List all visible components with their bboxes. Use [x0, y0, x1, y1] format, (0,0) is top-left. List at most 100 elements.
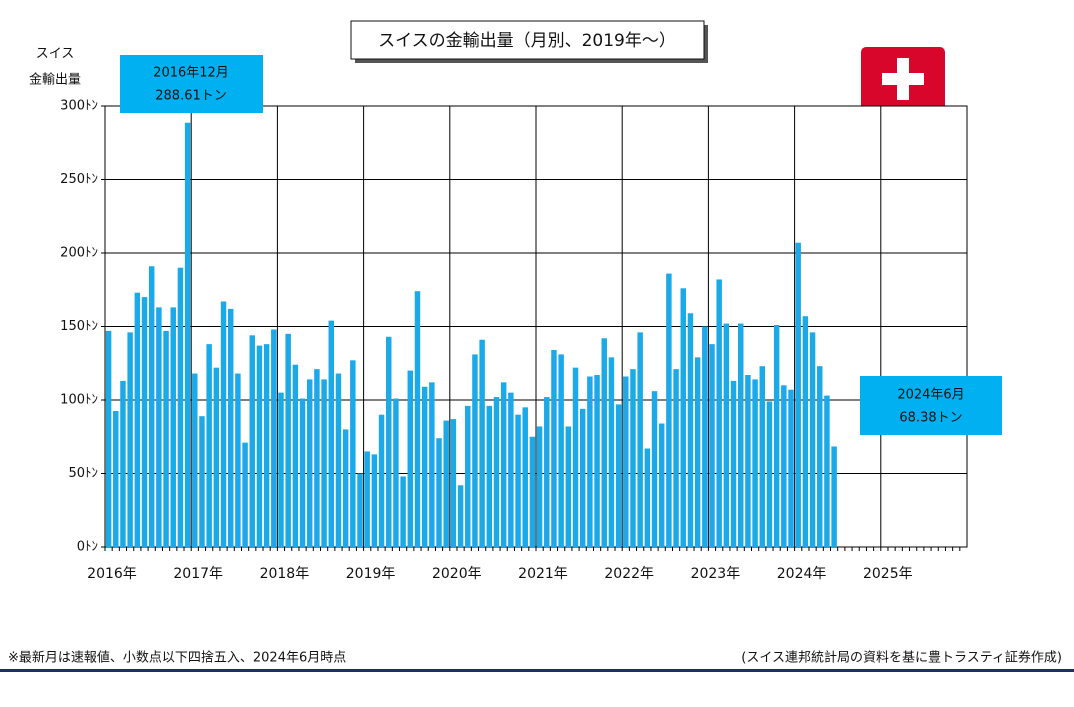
bar [544, 397, 550, 547]
bar [335, 373, 342, 547]
bar [314, 369, 320, 547]
y-tick-label: 150ﾄﾝ [60, 319, 98, 334]
bar [472, 354, 478, 547]
bar [651, 391, 658, 547]
bar [199, 416, 205, 547]
bar [328, 320, 335, 547]
annotation: 288.61トン [155, 89, 227, 104]
bar [687, 313, 694, 547]
bar [271, 329, 277, 547]
bar [565, 426, 572, 547]
bar [350, 360, 356, 547]
x-tick-label: 2017年 [173, 566, 223, 582]
bar [156, 307, 162, 547]
bar [163, 330, 169, 547]
bar [141, 297, 148, 547]
bar [213, 367, 220, 547]
bar [508, 392, 514, 547]
bar [414, 291, 421, 547]
bar [105, 330, 112, 547]
bar [766, 401, 773, 547]
bar [637, 332, 643, 547]
annotation: 2024年6月 [897, 388, 964, 403]
bar [227, 308, 234, 547]
bar [235, 373, 241, 547]
bar [457, 485, 464, 547]
bar [306, 379, 313, 547]
bar [773, 325, 780, 547]
bar [745, 375, 751, 547]
bar [795, 242, 801, 547]
y-tick-label: 200ﾄﾝ [60, 246, 98, 261]
bar [709, 344, 715, 547]
bar [666, 273, 672, 547]
bar [386, 336, 392, 547]
y-tick-label: 100ﾄﾝ [60, 393, 98, 408]
bar [601, 338, 607, 547]
bar [630, 369, 636, 547]
bar [443, 420, 449, 547]
bar [486, 405, 493, 547]
bar [400, 476, 406, 547]
bar [723, 323, 730, 547]
bar [436, 438, 442, 547]
bar [730, 380, 737, 547]
y-axis-label: 金輸出量 [29, 72, 81, 88]
y-tick-label: 250ﾄﾝ [60, 172, 98, 187]
footer-rule [0, 669, 1074, 672]
bar [371, 454, 378, 547]
bar [378, 414, 385, 547]
footnote: ※最新月は速報値、小数点以下四捨五入、2024年6月時点 [8, 650, 346, 666]
bar [809, 332, 816, 547]
title-box [350, 20, 705, 60]
annotation: 2016年12月 [153, 66, 229, 81]
bar [716, 279, 722, 547]
bar [702, 326, 708, 547]
bar [170, 307, 176, 547]
bar [759, 366, 766, 547]
bar [594, 375, 600, 547]
y-tick-label: 0ﾄﾝ [77, 540, 98, 555]
x-tick-label: 2023年 [691, 566, 741, 582]
y-axis-label: スイス [36, 47, 75, 62]
bar [623, 376, 629, 547]
bar [292, 364, 299, 547]
bar [500, 382, 507, 547]
bar [429, 382, 435, 547]
bar [551, 350, 557, 547]
bar [515, 414, 521, 547]
bar [134, 292, 141, 547]
bar [737, 323, 744, 547]
bar [357, 473, 363, 547]
x-tick-label: 2022年 [604, 566, 654, 582]
bar [831, 446, 837, 547]
bar [249, 335, 255, 547]
x-tick-label: 2020年 [432, 566, 482, 582]
x-tick-label: 2019年 [346, 566, 396, 582]
x-tick-label: 2018年 [260, 566, 310, 582]
bar [493, 397, 500, 547]
bar [644, 448, 651, 547]
bar [781, 385, 787, 547]
bar [364, 451, 370, 547]
bar [536, 426, 543, 547]
bar [393, 398, 399, 547]
bar [127, 332, 133, 547]
bar [608, 357, 615, 547]
bar [285, 333, 291, 547]
bar [299, 398, 306, 547]
bar [407, 370, 414, 547]
bar [278, 392, 284, 547]
bar [615, 404, 622, 547]
bar [256, 345, 263, 547]
y-tick-label: 50ﾄﾝ [68, 466, 98, 481]
bar [752, 379, 758, 547]
bar [587, 376, 593, 547]
bar [177, 267, 184, 547]
bar [184, 122, 191, 548]
bar [817, 366, 823, 547]
source-note: (スイス連邦統計局の資料を基に豊トラスティ証券作成) [741, 650, 1062, 666]
x-tick-label: 2025年 [863, 566, 913, 582]
bar [192, 373, 198, 547]
annotation-box [860, 376, 1002, 435]
